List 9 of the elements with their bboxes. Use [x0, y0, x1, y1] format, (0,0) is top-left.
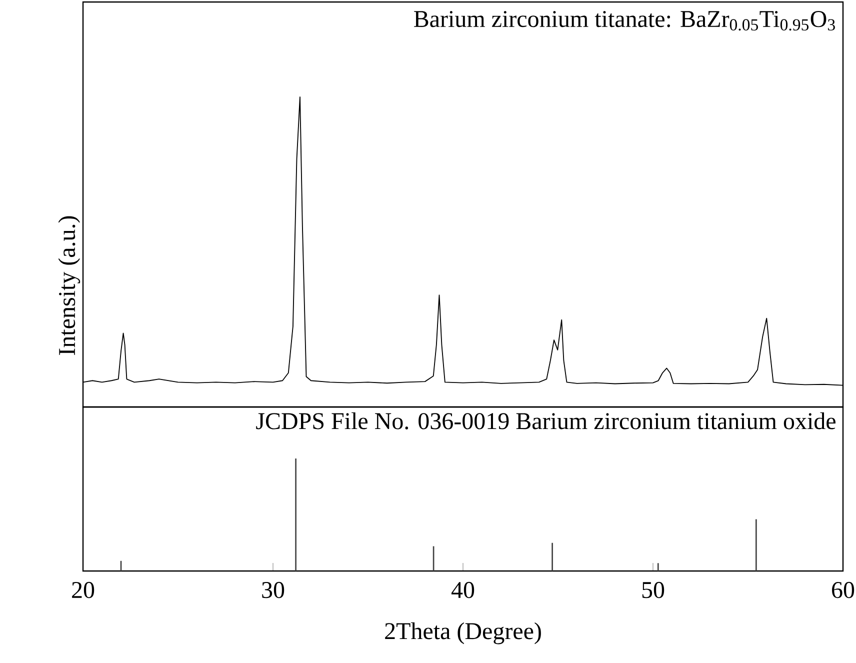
- y-axis-title: Intensity (a.u.): [58, 216, 80, 355]
- chart-title: JCDPS File No. 036-0019 Barium zirconium titanium oxide: [256, 412, 836, 430]
- x-tick-label: 50: [642, 582, 664, 598]
- chart-title: Barium zirconium titanate: BaZr$_{0.05}$Ti$_{0.95}$O$_{3}$: [414, 10, 835, 31]
- x-tick-label: 40: [451, 582, 474, 598]
- x-axis-title: 2Theta (Degree): [385, 622, 541, 644]
- x-tick-label: 60: [832, 582, 854, 598]
- x-tick-label: 30: [262, 582, 284, 598]
- x-tick-label: 20: [72, 582, 94, 598]
